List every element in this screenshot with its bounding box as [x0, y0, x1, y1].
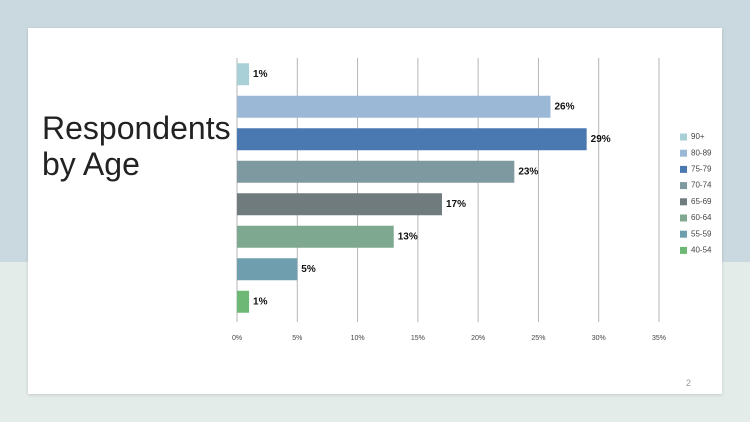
legend-swatch — [680, 198, 687, 206]
x-tick-label: 35% — [652, 335, 666, 342]
bar — [237, 290, 250, 313]
x-tick-label: 25% — [531, 335, 545, 342]
legend-swatch — [680, 246, 687, 254]
legend-swatch — [680, 149, 687, 157]
legend-swatch — [680, 133, 687, 141]
value-label: 5% — [301, 264, 316, 275]
legend-label: 90+ — [691, 132, 705, 141]
bar — [237, 225, 394, 248]
value-label: 26% — [554, 101, 574, 112]
value-label: 1% — [253, 69, 268, 80]
legend-label: 40-54 — [691, 246, 712, 255]
x-tick-label: 15% — [411, 335, 425, 342]
x-tick-label: 30% — [592, 335, 606, 342]
legend-label: 70-74 — [691, 181, 712, 190]
legend-swatch — [680, 182, 687, 190]
value-label: 29% — [591, 134, 611, 145]
legend-label: 65-69 — [691, 197, 712, 206]
bar — [237, 63, 250, 86]
x-tick-label: 10% — [351, 335, 365, 342]
legend-label: 75-79 — [691, 165, 712, 174]
bar — [237, 95, 551, 118]
value-label: 1% — [253, 296, 268, 307]
value-label: 17% — [446, 199, 466, 210]
x-tick-label: 5% — [292, 335, 302, 342]
slide-title: Respondents by Age — [42, 110, 231, 182]
slide-number: 2 — [686, 378, 692, 388]
bar — [237, 258, 298, 281]
legend-label: 60-64 — [691, 213, 712, 222]
x-tick-label: 20% — [471, 335, 485, 342]
bar — [237, 160, 515, 183]
legend-swatch — [680, 214, 687, 222]
legend-swatch — [680, 230, 687, 238]
legend-swatch — [680, 165, 687, 173]
bar — [237, 193, 442, 216]
value-label: 13% — [398, 231, 418, 242]
legend-label: 80-89 — [691, 148, 712, 157]
x-tick-label: 0% — [232, 335, 242, 342]
bar — [237, 128, 587, 151]
legend-label: 55-59 — [691, 229, 712, 238]
value-label: 23% — [518, 166, 538, 177]
